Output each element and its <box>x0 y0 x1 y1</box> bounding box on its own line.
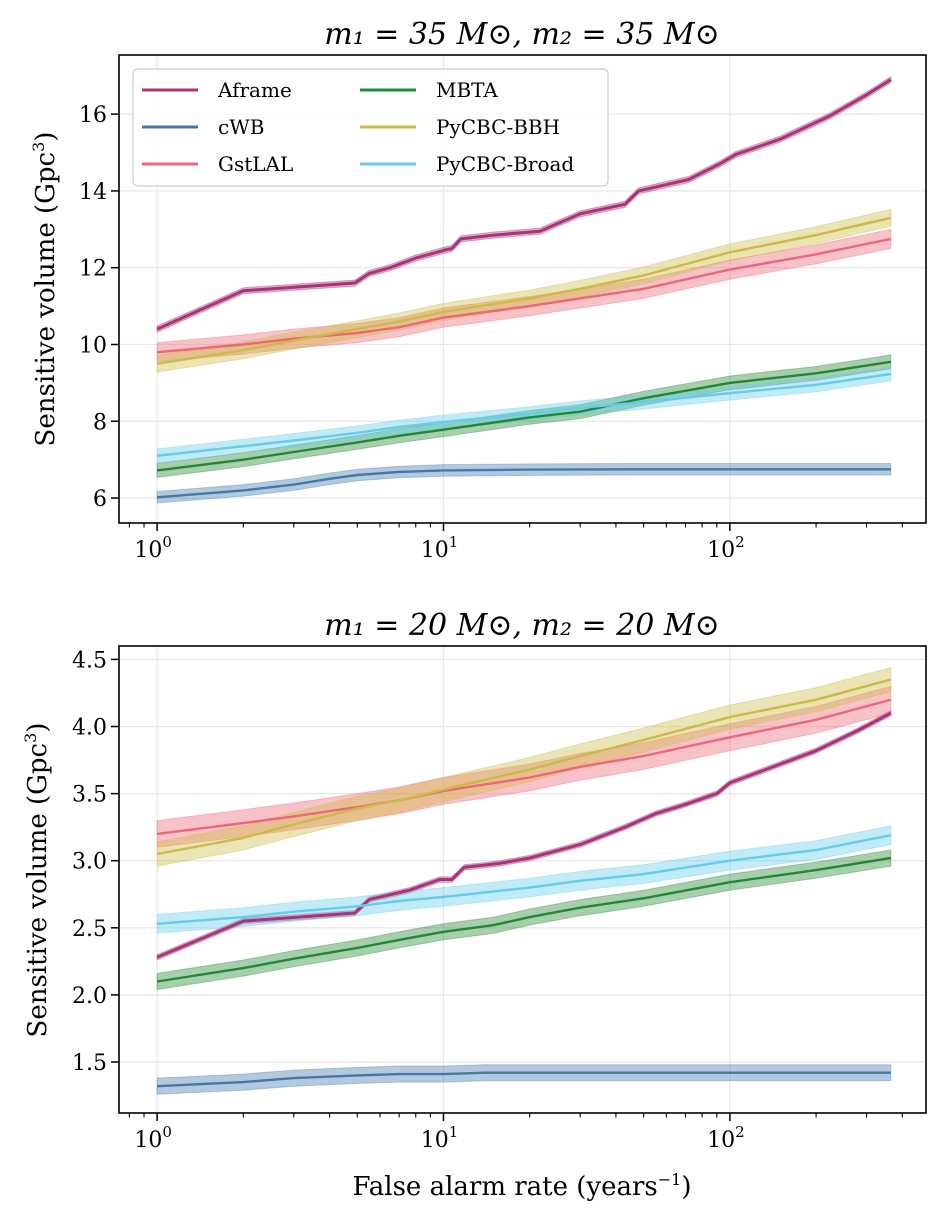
bottom-panel-title: m₁ = 20 M⊙, m₂ = 20 M⊙ <box>324 608 720 643</box>
bottom-line-gstlal <box>156 698 892 836</box>
xlabel-text: False alarm rate (years <box>352 1172 657 1202</box>
top-lines <box>156 78 892 499</box>
top-x-tick-label: 100 <box>134 533 172 563</box>
bottom-y-tick-label: 2.5 <box>72 917 107 942</box>
top-panel: m₁ = 35 M⊙, m₂ = 35 M⊙ 100 101 102 6 8 10 12 1… <box>29 17 927 563</box>
bottom-ylabel-sup: 3 <box>21 733 40 743</box>
top-x-tick-label: 102 <box>707 533 745 563</box>
top-line-pycbc-bbh <box>156 216 892 365</box>
bottom-panel: m₁ = 20 M⊙, m₂ = 20 M⊙ 100 101 102 1.5 2.0 2… <box>21 608 927 1202</box>
bottom-x-tick-label: 100 <box>134 1123 172 1153</box>
top-y-tick-label: 10 <box>79 333 107 358</box>
top-y-ticks: 6 8 10 12 14 16 <box>79 103 119 512</box>
top-band-gstlal <box>156 228 892 363</box>
bottom-x-tick-label: 102 <box>707 1123 745 1153</box>
top-band-cwb <box>156 463 892 504</box>
legend-label-mbta: MBTA <box>436 78 498 102</box>
legend-label-cwb: cWB <box>218 115 264 139</box>
bottom-axes-frame <box>118 645 927 1114</box>
bottom-y-tick-label: 4.0 <box>72 716 107 741</box>
top-line-cwb <box>157 468 891 499</box>
bottom-line-pycbc-broad <box>157 834 892 925</box>
top-line-pycbc-broad <box>156 372 892 457</box>
top-x-ticks: 100 101 102 <box>128 523 903 563</box>
bottom-band-mbta <box>156 849 892 991</box>
bottom-line-aframe <box>156 711 892 959</box>
bottom-bands <box>156 666 892 1095</box>
bottom-ylabel-close: ) <box>23 723 53 733</box>
top-ylabel-close: ) <box>31 132 61 142</box>
bottom-y-tick-label: 3.0 <box>72 850 107 875</box>
legend-label-pycbc-broad: PyCBC-Broad <box>436 152 574 176</box>
top-line-aframe <box>156 78 892 331</box>
bottom-line-cwb <box>157 1071 891 1088</box>
bottom-y-tick-label: 2.0 <box>72 984 107 1009</box>
top-x-tick-label: 101 <box>421 533 459 563</box>
top-y-tick-label: 16 <box>79 103 107 128</box>
legend: Aframe cWB GstLAL MBTA PyCBC-BBH PyCBC-Broad <box>132 68 609 187</box>
top-ylabel-sup: 3 <box>29 142 48 152</box>
bottom-x-tick-label: 101 <box>421 1123 459 1153</box>
bottom-band-aframe <box>156 709 892 961</box>
bottom-line-pycbc-bbh <box>156 678 892 856</box>
legend-label-pycbc-bbh: PyCBC-BBH <box>436 115 560 139</box>
bottom-y-tick-label: 3.5 <box>72 783 107 808</box>
top-axes-frame <box>118 54 927 524</box>
bottom-y-axis-label: Sensitive volume (Gpc3) <box>21 723 53 1038</box>
xlabel-sup: −1 <box>658 1170 682 1189</box>
top-band-mbta <box>156 354 892 478</box>
legend-label-gstlal: GstLAL <box>218 152 293 176</box>
bottom-y-tick-label: 4.5 <box>72 648 107 673</box>
bottom-ylabel-text: Sensitive volume (Gpc <box>23 743 53 1038</box>
legend-label-aframe: Aframe <box>217 78 292 102</box>
top-y-tick-label: 8 <box>93 410 107 435</box>
bottom-y-tick-label: 1.5 <box>72 1051 107 1076</box>
top-y-tick-label: 12 <box>79 257 107 282</box>
bottom-x-ticks: 100 101 102 <box>128 1113 903 1153</box>
top-line-mbta <box>156 360 892 472</box>
bottom-y-ticks: 1.5 2.0 2.5 3.0 3.5 4.0 4.5 <box>72 648 119 1076</box>
top-panel-title: m₁ = 35 M⊙, m₂ = 35 M⊙ <box>324 17 720 52</box>
xlabel-close: ) <box>681 1172 691 1202</box>
bottom-grid <box>119 646 926 1113</box>
top-band-aframe <box>156 75 892 333</box>
bottom-lines <box>156 678 892 1088</box>
bottom-line-mbta <box>156 856 892 983</box>
top-y-axis-label: Sensitive volume (Gpc3) <box>29 132 61 447</box>
top-line-gstlal <box>156 237 892 354</box>
top-ylabel-text: Sensitive volume (Gpc <box>31 152 61 447</box>
top-y-tick-label: 14 <box>79 180 107 205</box>
bottom-band-pycbc-bbh <box>156 666 892 867</box>
top-y-tick-label: 6 <box>93 487 107 512</box>
x-axis-label: False alarm rate (years−1) <box>352 1170 691 1202</box>
